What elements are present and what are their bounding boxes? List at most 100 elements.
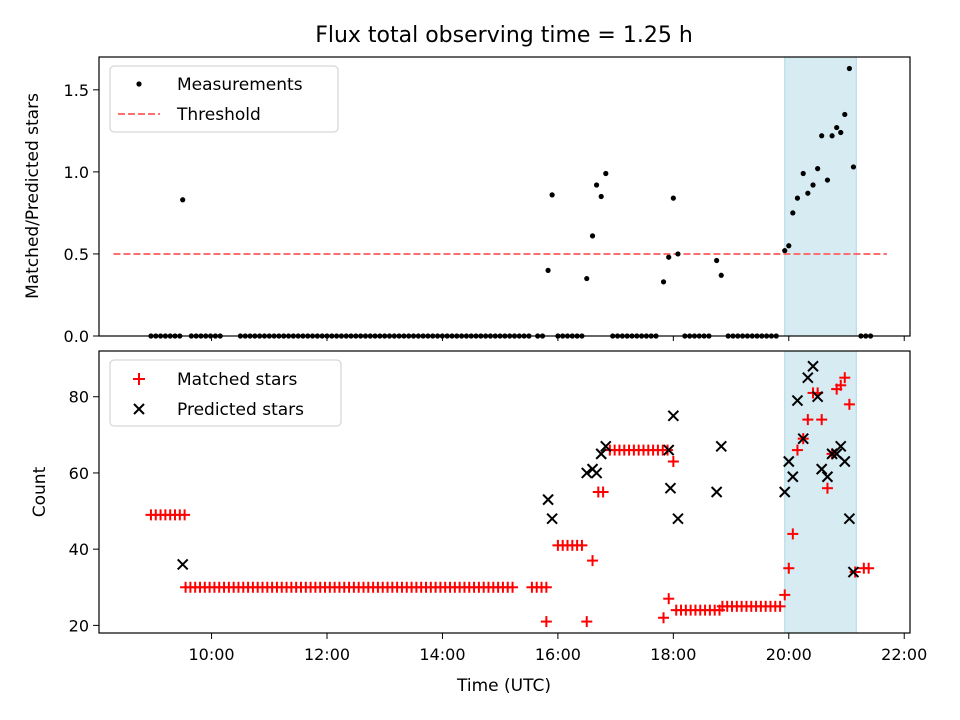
- x-tick-label: 12:00: [304, 645, 350, 664]
- predicted-star-point: [667, 410, 680, 422]
- measurement-point: [794, 195, 801, 201]
- predicted-star-point: [821, 471, 834, 483]
- top-y-axis-label: Matched/Predicted stars: [23, 93, 43, 299]
- matched-star-point: [787, 528, 799, 540]
- predicted-star-point: [811, 391, 824, 403]
- measurement-point: [603, 170, 609, 177]
- x-tick-label: 22:00: [881, 645, 927, 664]
- measurement-point: [666, 254, 672, 260]
- measurement-point: [790, 210, 796, 216]
- measurement-point: [782, 248, 788, 254]
- top-legend: Measurements Threshold: [109, 65, 339, 133]
- predicted-star-point: [807, 360, 819, 372]
- matched-star-point: [540, 616, 552, 628]
- x-tick-label: 20:00: [766, 645, 812, 664]
- bottom-axis-ticks: 20 40 60 80 10:00 12:00 14:00 16:00 18:00 20:00 22…: [69, 388, 928, 664]
- x-tick-label: 10:00: [189, 645, 235, 664]
- x-tick-label: 18:00: [650, 645, 696, 664]
- matched-star-point: [821, 482, 833, 494]
- measurement-point: [718, 272, 724, 278]
- measurement-point: [598, 193, 604, 200]
- predicted-star-point: [783, 455, 795, 468]
- bottom-legend: Matched stars Predicted stars: [109, 359, 342, 427]
- matched-star-point: [507, 581, 519, 593]
- predicted-star-point: [663, 444, 675, 456]
- predicted-star-point: [600, 440, 612, 452]
- predicted-star-point: [542, 493, 554, 506]
- matched-star-point: [783, 562, 795, 574]
- measurement-point: [675, 251, 681, 257]
- legend-measurements-marker: [136, 81, 142, 87]
- measurement-point: [842, 111, 848, 118]
- predicted-stars-series: [176, 360, 860, 578]
- predicted-star-point: [176, 558, 189, 571]
- matched-star-point: [779, 589, 791, 601]
- matched-star-point: [658, 612, 670, 624]
- predicted-star-point: [802, 371, 814, 384]
- predicted-star-point: [787, 471, 799, 483]
- bottom-plot-frame: [98, 350, 911, 634]
- matched-star-point: [576, 539, 588, 551]
- matched-star-point: [863, 562, 875, 574]
- measurement-point: [846, 65, 852, 72]
- measurement-point: [810, 182, 816, 188]
- predicted-star-point: [595, 448, 607, 460]
- y-tick-label: 60: [69, 464, 89, 483]
- measurement-point: [824, 177, 831, 183]
- y-tick-label: 0.0: [64, 327, 89, 346]
- measurement-point: [670, 195, 676, 201]
- predicted-star-point: [843, 512, 856, 525]
- bottom-y-axis-label: Count: [30, 466, 50, 517]
- x-axis-label: Time (UTC): [456, 676, 551, 696]
- measurement-point: [584, 275, 590, 282]
- bottom-panel: 20 40 60 80 10:00 12:00 14:00 16:00 18:00 20:00 22…: [30, 350, 928, 696]
- measurement-point: [660, 279, 667, 285]
- legend-predicted-marker: [133, 403, 145, 415]
- predicted-star-point: [590, 467, 603, 479]
- matched-star-point: [839, 372, 851, 384]
- measurement-point: [786, 243, 792, 249]
- matched-star-point: [663, 593, 675, 605]
- measurement-point: [850, 164, 857, 170]
- measurement-point: [819, 133, 825, 139]
- matched-star-point: [843, 398, 855, 410]
- predicted-star-point: [791, 394, 804, 407]
- measurement-point: [714, 257, 720, 264]
- predicted-star-point: [715, 440, 727, 452]
- top-axis-ticks: 0.0 0.5 1.0 1.5: [64, 81, 905, 346]
- measurement-point: [815, 166, 821, 172]
- predicted-star-point: [779, 486, 791, 498]
- legend-predicted-label: Predicted stars: [177, 400, 304, 420]
- legend-matched-label: Matched stars: [177, 370, 297, 390]
- predicted-star-point: [664, 482, 677, 494]
- predicted-star-point: [839, 455, 851, 468]
- predicted-star-point: [710, 486, 723, 498]
- matched-star-point: [835, 379, 847, 391]
- measurement-point: [545, 267, 551, 273]
- y-tick-label: 40: [69, 540, 89, 559]
- legend-measurements-label: Measurements: [177, 75, 303, 95]
- measurement-point: [829, 133, 835, 139]
- matched-star-point: [849, 566, 861, 578]
- predicted-star-point: [581, 467, 593, 479]
- measurement-point: [834, 124, 840, 131]
- measurement-point: [838, 129, 844, 136]
- matched-star-point: [791, 444, 803, 456]
- matched-star-point: [667, 456, 679, 468]
- y-tick-label: 1.5: [64, 81, 89, 100]
- matched-star-point: [179, 509, 191, 521]
- y-tick-label: 80: [69, 388, 89, 407]
- predicted-star-point: [672, 512, 684, 525]
- predicted-star-point: [815, 463, 828, 475]
- top-panel: 0.0 0.5 1.0 1.5 Matched/Predicted stars Mea…: [23, 56, 911, 346]
- matched-star-point: [774, 600, 786, 612]
- matched-star-point: [581, 616, 593, 628]
- x-tick-label: 16:00: [535, 645, 581, 664]
- top-plot-frame: [98, 56, 911, 337]
- measurement-point: [593, 182, 600, 188]
- predicted-star-point: [835, 440, 847, 452]
- matched-star-point: [802, 414, 814, 426]
- measurement-point: [180, 197, 186, 203]
- legend-threshold-label: Threshold: [176, 105, 261, 125]
